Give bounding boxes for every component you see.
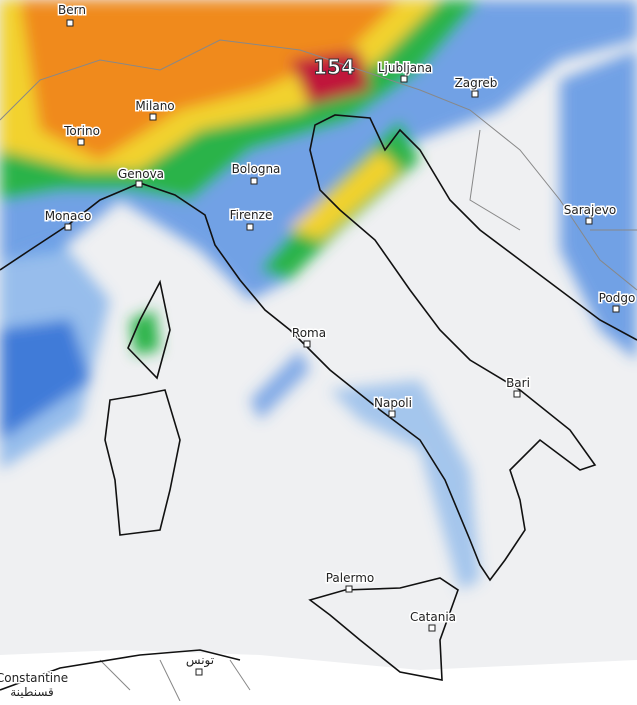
city: Genova [118, 167, 164, 181]
city: Catania [410, 610, 456, 624]
city: Palermo [326, 571, 375, 585]
city: Bern [58, 3, 86, 17]
city: Roma [292, 326, 326, 340]
city: Milano [135, 99, 174, 113]
borders [0, 39, 637, 702]
city: Podgo [599, 291, 636, 305]
city: Torino [63, 124, 100, 138]
city: Napoli [374, 396, 412, 410]
land-africa [0, 650, 637, 701]
city-markers [64, 19, 620, 676]
city: Monaco [45, 209, 92, 223]
city: تونس [186, 653, 214, 668]
africa-coast [0, 649, 241, 691]
corsica [127, 279, 171, 380]
coastline [0, 114, 637, 582]
sicily [308, 577, 459, 681]
city: Ljubljana [378, 61, 432, 75]
city: Firenze [230, 208, 273, 222]
max-value: 154 [313, 55, 355, 79]
city: Constantine [0, 671, 68, 685]
precipitation [0, 0, 637, 590]
city: Bologna [232, 162, 281, 176]
sardinia [104, 389, 181, 536]
city: Zagreb [455, 76, 498, 90]
city: قسنطينة [10, 685, 54, 699]
city: Bari [506, 376, 530, 390]
city: Sarajevo [564, 203, 616, 217]
